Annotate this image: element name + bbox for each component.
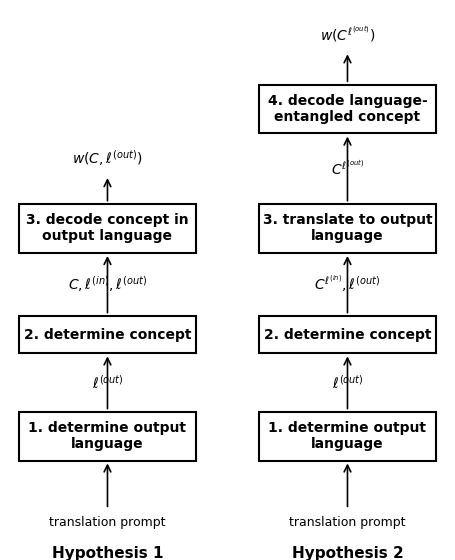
Text: $w(C, \ell^{(out)})$: $w(C, \ell^{(out)})$ bbox=[72, 148, 142, 167]
FancyBboxPatch shape bbox=[258, 204, 435, 253]
Text: $\ell^{(out)}$: $\ell^{(out)}$ bbox=[331, 374, 363, 392]
Text: $C^{\ell^{(out)}}$: $C^{\ell^{(out)}}$ bbox=[330, 159, 363, 178]
Text: $C, \ell^{(in)}, \ell^{(out)}$: $C, \ell^{(in)}, \ell^{(out)}$ bbox=[68, 274, 147, 293]
Text: Hypothesis 2: Hypothesis 2 bbox=[291, 546, 403, 560]
Text: Hypothesis 1: Hypothesis 1 bbox=[51, 546, 163, 560]
FancyBboxPatch shape bbox=[19, 316, 196, 353]
Text: 1. determine output
language: 1. determine output language bbox=[268, 421, 425, 451]
Text: translation prompt: translation prompt bbox=[49, 516, 165, 529]
Text: 4. decode language-
entangled concept: 4. decode language- entangled concept bbox=[267, 94, 426, 124]
Text: 3. translate to output
language: 3. translate to output language bbox=[262, 213, 431, 244]
FancyBboxPatch shape bbox=[258, 85, 435, 133]
Text: 2. determine concept: 2. determine concept bbox=[263, 328, 430, 342]
Text: 1. determine output
language: 1. determine output language bbox=[28, 421, 186, 451]
Text: translation prompt: translation prompt bbox=[288, 516, 405, 529]
FancyBboxPatch shape bbox=[258, 412, 435, 460]
Text: 3. decode concept in
output language: 3. decode concept in output language bbox=[26, 213, 188, 244]
FancyBboxPatch shape bbox=[19, 204, 196, 253]
Text: $\ell^{(out)}$: $\ell^{(out)}$ bbox=[91, 374, 123, 392]
Text: $C^{\ell^{(in)}}, \ell^{(out)}$: $C^{\ell^{(in)}}, \ell^{(out)}$ bbox=[314, 273, 379, 294]
FancyBboxPatch shape bbox=[258, 316, 435, 353]
FancyBboxPatch shape bbox=[19, 412, 196, 460]
Text: 2. determine concept: 2. determine concept bbox=[24, 328, 191, 342]
Text: $w(C^{\ell^{(out)}})$: $w(C^{\ell^{(out)}})$ bbox=[319, 24, 374, 44]
